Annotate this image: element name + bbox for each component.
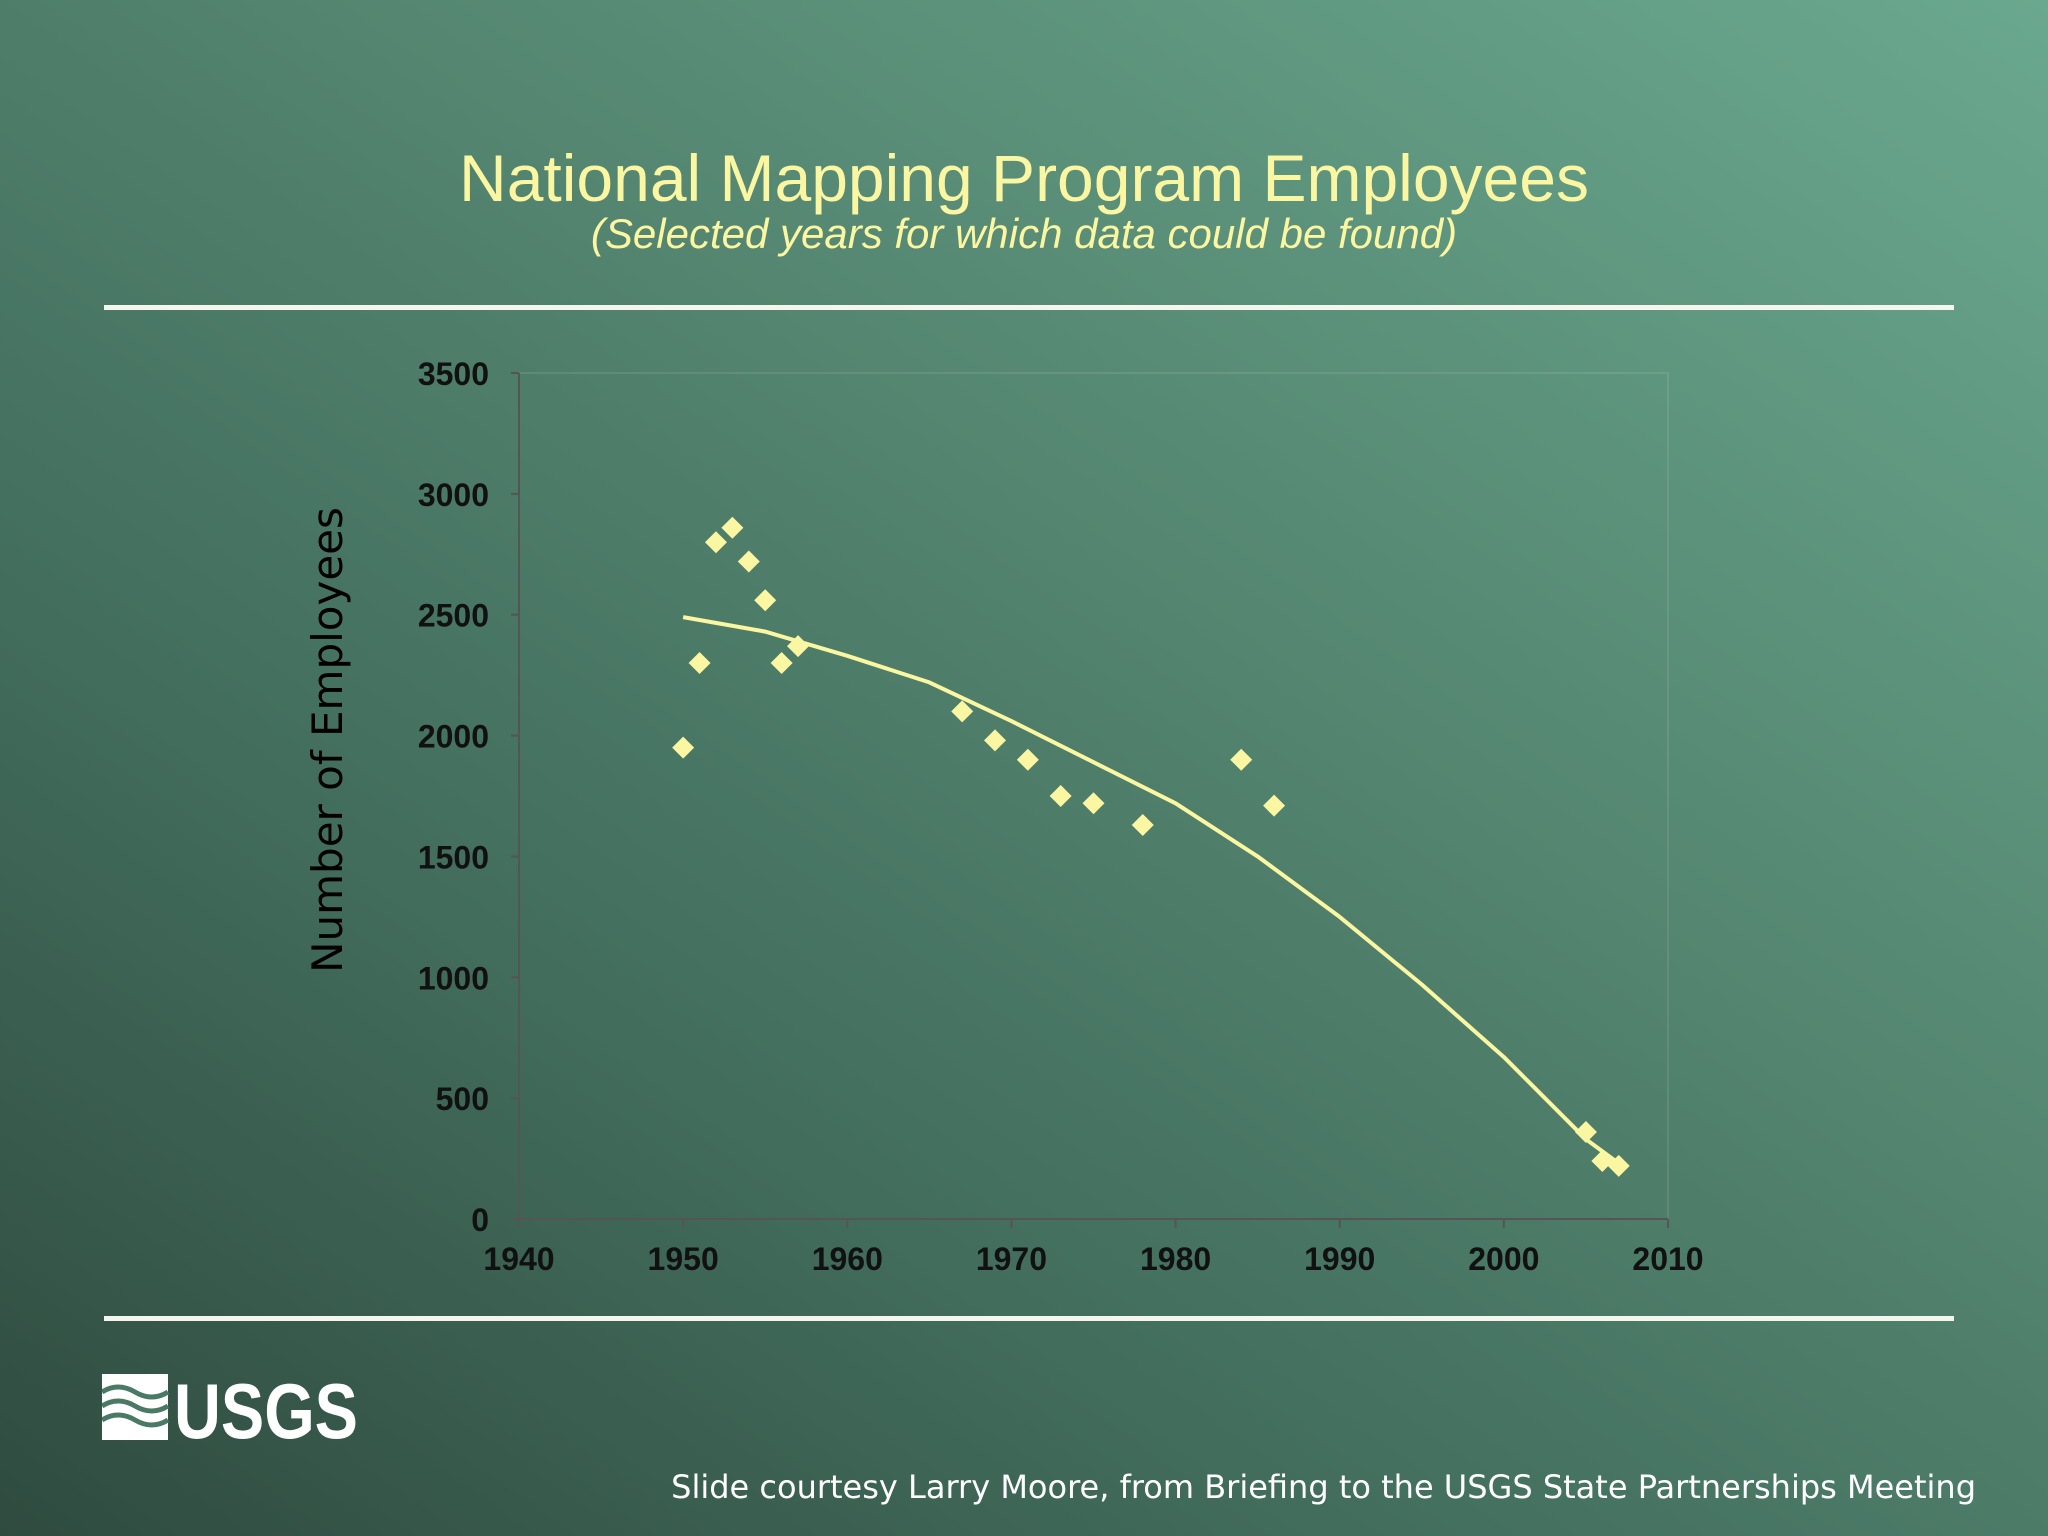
data-point (770, 652, 793, 675)
x-tick-label: 1990 (1304, 1241, 1375, 1277)
data-point (1131, 814, 1154, 837)
y-tick-label: 3500 (418, 356, 489, 392)
data-point (1574, 1120, 1597, 1143)
y-tick-label: 2000 (418, 719, 489, 755)
x-tick-label: 1960 (812, 1241, 883, 1277)
y-tick-label: 500 (436, 1081, 489, 1117)
data-point (721, 516, 744, 539)
x-tick-label: 1950 (648, 1241, 719, 1277)
y-tick-label: 2500 (418, 598, 489, 634)
usgs-wave-icon (102, 1374, 170, 1440)
x-tick-label: 1970 (976, 1241, 1047, 1277)
slide-credit: Slide courtesy Larry Moore, from Briefin… (671, 1468, 1976, 1506)
x-tick-label: 1940 (483, 1241, 554, 1277)
bottom-divider (104, 1316, 1954, 1321)
slide-subtitle: (Selected years for which data could be … (590, 210, 1458, 257)
x-tick-label: 2000 (1468, 1241, 1539, 1277)
data-point (1230, 748, 1253, 771)
data-point (1607, 1154, 1630, 1177)
data-point (1082, 792, 1105, 815)
data-point (688, 652, 711, 675)
usgs-logo: USGS (102, 1372, 358, 1444)
data-point (672, 736, 695, 759)
y-tick-label: 1500 (418, 839, 489, 875)
trendline (682, 615, 1620, 1166)
top-divider (104, 305, 1954, 310)
data-point (754, 589, 777, 612)
slide-title: National Mapping Program Employees (459, 141, 1589, 215)
data-point (704, 531, 727, 554)
x-tick-label: 2010 (1632, 1241, 1703, 1277)
data-point (1263, 794, 1286, 817)
usgs-logo-text: USGS (174, 1372, 358, 1444)
data-point (984, 729, 1007, 752)
data-point (737, 550, 760, 573)
data-point (1016, 748, 1039, 771)
y-tick-label: 0 (471, 1202, 489, 1238)
data-point (1049, 785, 1072, 807)
data-point (1591, 1149, 1614, 1172)
y-axis-label: Number of Employees (303, 507, 352, 973)
y-tick-label: 3000 (418, 477, 489, 513)
data-point (787, 635, 810, 658)
x-tick-label: 1980 (1140, 1241, 1211, 1277)
data-point (951, 700, 974, 723)
y-tick-label: 1000 (418, 960, 489, 996)
